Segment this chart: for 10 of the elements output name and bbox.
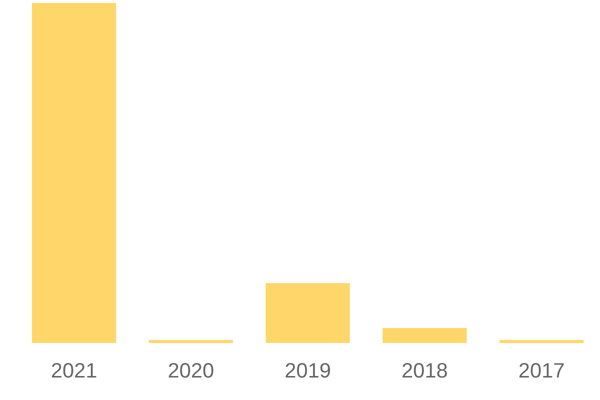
- x-tick-label: 2021: [52, 362, 96, 378]
- x-tick-label: 2018: [402, 362, 447, 378]
- x-tick-label: 2019: [286, 362, 330, 378]
- bar: [266, 283, 350, 343]
- x-tick-label: 2017: [519, 362, 564, 378]
- x-tick-label: 2020: [168, 362, 214, 378]
- bar: [382, 328, 467, 343]
- bar: [32, 3, 116, 343]
- bar: [148, 340, 233, 343]
- bar: [499, 340, 584, 343]
